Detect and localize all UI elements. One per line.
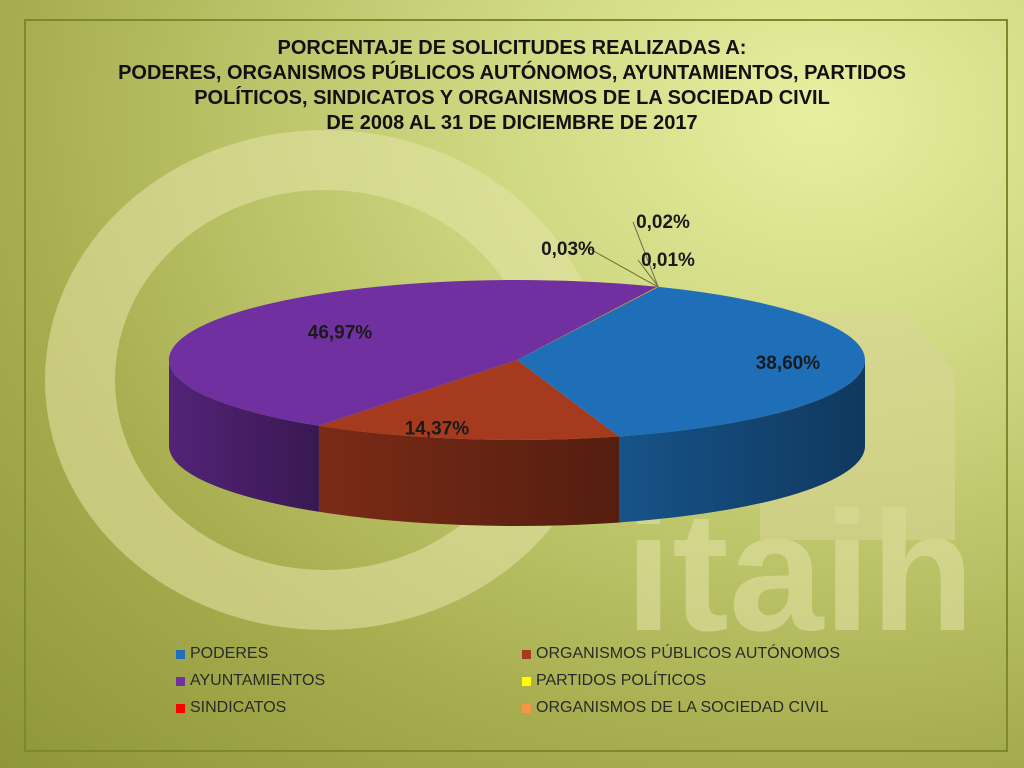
legend-item-ayuntamientos: AYUNTAMIENTOS [176,671,522,691]
title-line-2: PODERES, ORGANISMOS PÚBLICOS AUTÓNOMOS, … [118,62,906,84]
title-line-4: DE 2008 AL 31 DE DICIEMBRE DE 2017 [326,112,698,134]
legend-swatch [176,649,185,659]
legend-swatch [522,703,531,713]
legend-swatch [522,649,531,659]
legend-item-sindicatos: SINDICATOS [176,698,522,718]
title-line-3: POLÍTICOS, SINDICATOS Y ORGANISMOS DE LA… [194,87,830,109]
legend-item-partidos-politicos: PARTIDOS POLÍTICOS [522,671,882,691]
label-leader-line [632,221,659,288]
legend-swatch [176,703,185,713]
legend-swatch [522,676,531,686]
data-label-sindicatos: 0,02% [636,212,690,233]
legend-item-poderes: PODERES [176,644,522,664]
slice-partidos-politicos [517,286,658,360]
label-leader-line [637,259,659,288]
slice-side-shade [618,360,865,523]
data-label-partidos-politicos: 0,03% [541,239,595,260]
pie-body [168,279,865,527]
chart-title: PORCENTAJE DE SOLICITUDES REALIZADAS A: … [40,36,984,136]
title-line-1: PORCENTAJE DE SOLICITUDES REALIZADAS A: [277,37,747,59]
legend-swatch [176,676,185,686]
pie-labels: 38,60% 14,37% 46,97% 0,03% 0,02% 0,01% [308,212,821,439]
slice-side-shade [318,425,619,527]
slice-organismos-de-la-sociedad-civil [517,286,659,360]
legend-label: SINDICATOS [190,699,287,716]
chart-frame [24,19,1008,752]
legend-label: AYUNTAMIENTOS [190,672,326,689]
data-label-organismos-de-la-sociedad-civil: 0,01% [641,250,695,271]
legend-label: ORGANISMOS PÚBLICOS AUTÓNOMOS [536,645,841,662]
slice-organismos-publicos-autonomos [318,360,619,441]
legend-label: ORGANISMOS DE LA SOCIEDAD CIVIL [536,699,829,716]
slice-side-shade [168,360,319,512]
legend-label: PARTIDOS POLÍTICOS [536,672,707,689]
legend: PODERES ORGANISMOS PÚBLICOS AUTÓNOMOS AY… [176,644,896,718]
slice-sindicatos [517,286,659,360]
label-leader-line [589,248,658,288]
legend-item-organismos-publicos-autonomos: ORGANISMOS PÚBLICOS AUTÓNOMOS [522,644,882,664]
legend-label: PODERES [190,645,269,662]
data-label-poderes: 38,60% [756,353,821,374]
data-label-ayuntamientos: 46,97% [308,323,373,344]
slice-poderes [517,286,865,437]
data-label-organismos-publicos-autonomos: 14,37% [405,418,470,439]
legend-item-organismos-sociedad-civil: ORGANISMOS DE LA SOCIEDAD CIVIL [522,698,882,718]
slice-ayuntamientos [168,279,658,426]
